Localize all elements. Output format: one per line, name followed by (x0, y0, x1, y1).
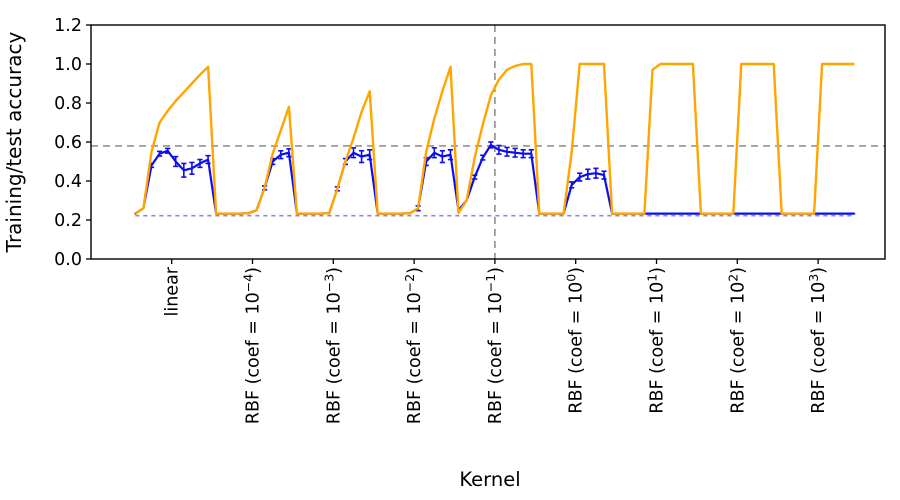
x-tick-label: RBF (coef = 101) (645, 267, 668, 414)
x-tick-label: RBF (coef = 103) (806, 267, 829, 414)
x-tick-label: RBF (coef = 102) (725, 267, 748, 414)
x-tick-label: RBF (coef = 10−4) (241, 267, 264, 424)
y-tick-label: 0.8 (54, 94, 82, 114)
train-accuracy-line (134, 62, 855, 215)
y-tick-label: 1.2 (54, 16, 82, 36)
y-tick-label: 1.0 (54, 55, 82, 75)
x-tick-label: RBF (coef = 10−2) (402, 267, 425, 424)
x-tick-label: RBF (coef = 10−1) (483, 267, 506, 424)
reference-lines-layer (91, 25, 885, 259)
axes-layer: 0.0 0.2 0.4 0.6 0.8 1.0 1.2 linear RBF (coef = 1… (54, 16, 886, 424)
y-tick-label: 0.6 (54, 133, 82, 153)
x-axis-label: Kernel (459, 468, 520, 491)
x-tick-label: linear (163, 266, 183, 316)
y-tick-label: 0.2 (54, 211, 82, 231)
y-axis-label: Training/test accuracy (2, 32, 26, 254)
y-tick-label: 0.4 (54, 172, 82, 192)
x-tick-label: RBF (coef = 10−3) (321, 267, 344, 424)
data-series-layer (134, 62, 856, 215)
x-tick-label: RBF (coef = 100) (564, 267, 587, 414)
y-tick-label: 0.0 (54, 250, 82, 270)
